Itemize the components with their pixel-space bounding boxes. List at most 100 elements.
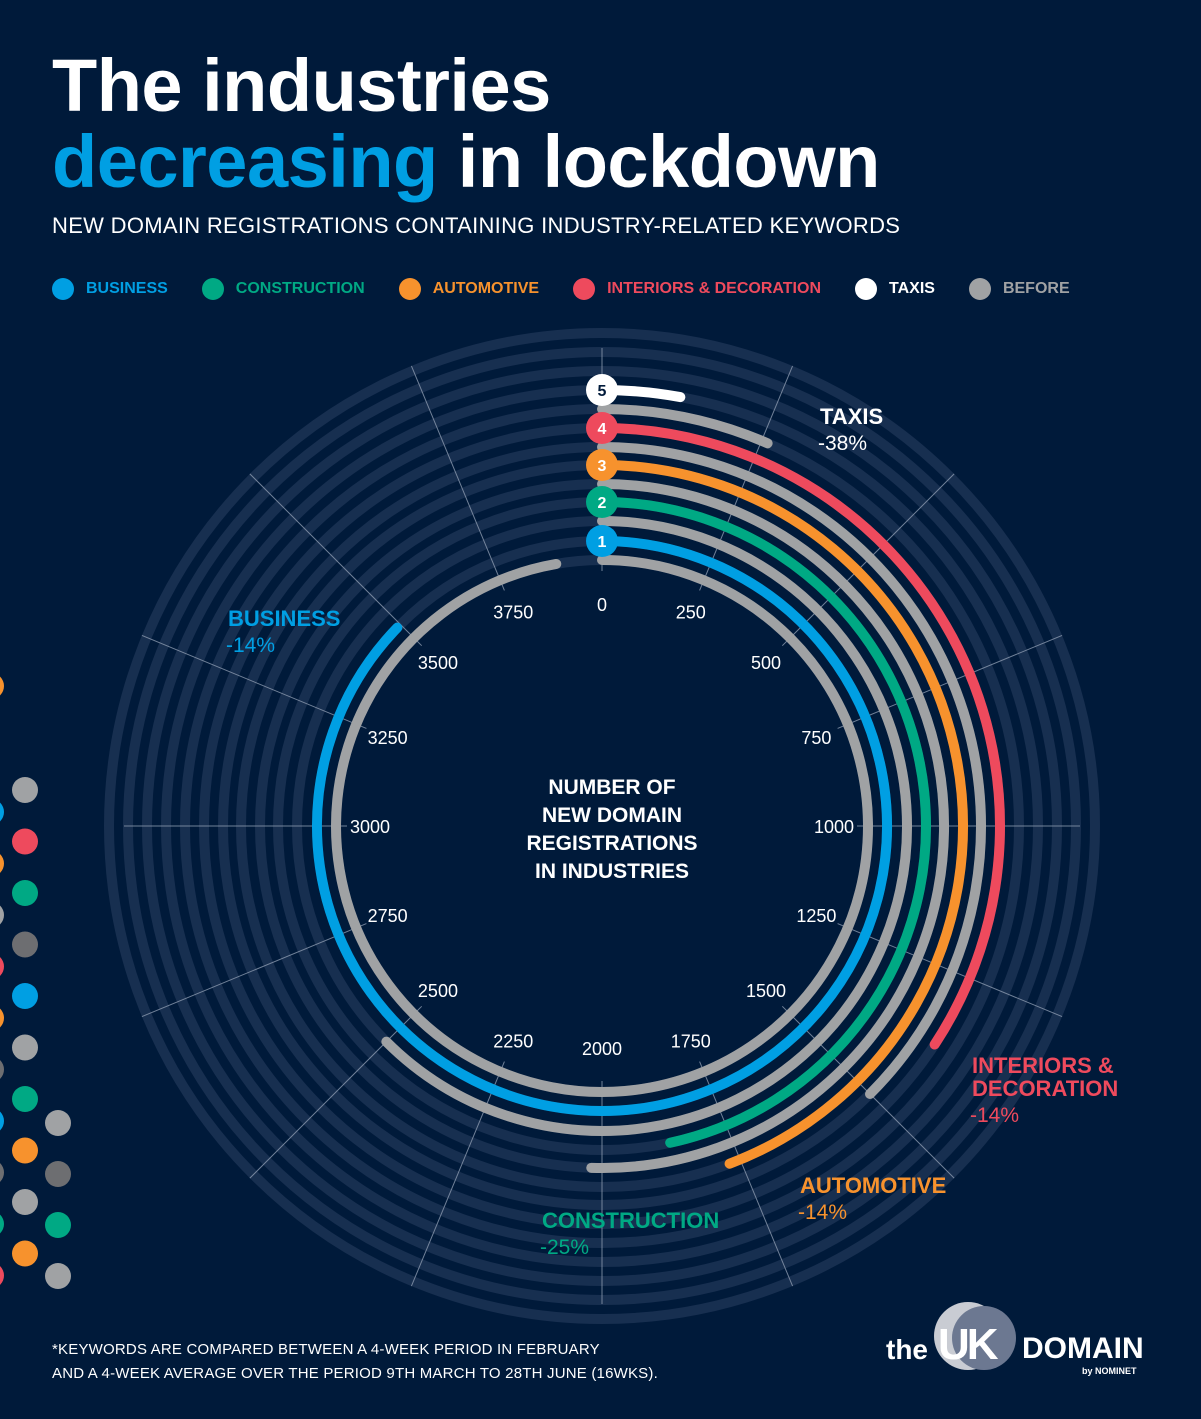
legend-label: AUTOMOTIVE — [432, 280, 540, 297]
legend-dot-icon — [855, 278, 877, 300]
decor-dot — [12, 880, 38, 906]
annotation-label: CONSTRUCTION — [542, 1208, 719, 1233]
tick-label: 3750 — [493, 603, 533, 623]
gridline — [410, 1061, 505, 1287]
decor-dot — [12, 983, 38, 1009]
footnote-line-2: AND A 4-WEEK AVERAGE OVER THE PERIOD 9TH… — [52, 1365, 658, 1382]
title-rest: in lockdown — [437, 120, 881, 203]
footnote: *KEYWORDS ARE COMPARED BETWEEN A 4-WEEK … — [52, 1338, 658, 1386]
after-arc-interiors-decoration — [597, 423, 1005, 1050]
decor-dot — [12, 1189, 38, 1215]
decor-dot — [45, 1161, 71, 1187]
center-label: NEW DOMAIN — [542, 804, 682, 827]
tick-label: 1500 — [746, 981, 786, 1001]
logo-by-nominet: by NOMINET — [1082, 1366, 1137, 1376]
rank-label: 4 — [598, 421, 607, 438]
decor-dot — [12, 777, 38, 803]
legend-dot-icon — [573, 278, 596, 300]
decor-dot — [45, 1110, 71, 1136]
title-line-2: decreasing in lockdown — [52, 124, 880, 200]
decor-dot — [0, 854, 4, 873]
before-arc-automotive — [586, 479, 950, 1173]
decor-dot — [12, 1086, 38, 1112]
legend-label: INTERIORS & DECORATION — [607, 280, 821, 297]
uk-domain-logo: the UK DOMAIN by NOMINET — [886, 1302, 1156, 1382]
subtitle: NEW DOMAIN REGISTRATIONS CONTAINING INDU… — [52, 213, 901, 238]
annotation-label: BUSINESS — [228, 606, 340, 631]
tick-label: 1750 — [671, 1031, 711, 1051]
annotation-label: TAXIS — [820, 404, 883, 429]
before-arc-construction — [381, 516, 912, 1136]
annotation-label: INTERIORS & — [972, 1053, 1114, 1078]
gridline — [141, 634, 367, 729]
tick-label: 3500 — [418, 653, 458, 673]
rank-bubble — [586, 412, 618, 444]
decor-dot — [12, 1034, 38, 1061]
legend-label: CONSTRUCTION — [235, 280, 365, 297]
title-accent: decreasing — [52, 120, 438, 203]
gridline — [141, 923, 367, 1018]
decor-dot — [0, 1008, 4, 1028]
tick-label: 0 — [597, 595, 607, 615]
page-title: The industries decreasing in lockdown — [52, 48, 880, 200]
decor-dot — [0, 1214, 4, 1234]
decor-dot — [0, 802, 4, 822]
decor-dot — [0, 1111, 4, 1131]
center-label: NUMBER OF — [548, 776, 675, 799]
rank-label: 3 — [598, 458, 607, 475]
rank-bubble — [586, 525, 618, 557]
before-arc-interiors-decoration — [597, 442, 986, 1099]
legend-item-before: BEFORE — [968, 278, 1070, 300]
annotation-change: -25% — [540, 1236, 589, 1259]
annotation-change: -38% — [818, 432, 867, 455]
tick-label: 500 — [751, 653, 781, 673]
decor-dot — [0, 1060, 4, 1079]
legend-label: TAXIS — [889, 280, 935, 297]
tick-label: 3250 — [368, 728, 408, 748]
tick-label: 2250 — [493, 1031, 533, 1051]
annotation-label: DECORATION — [972, 1076, 1118, 1101]
decor-dot — [45, 1263, 71, 1289]
decor-dot — [0, 905, 4, 925]
tick-label: 3000 — [350, 817, 390, 837]
tick-label: 250 — [676, 603, 706, 623]
legend: BUSINESS CONSTRUCTION AUTOMOTIVE INTERIORS … — [52, 278, 1070, 300]
logo-circle-dark — [952, 1306, 1016, 1370]
decor-dot — [12, 1240, 38, 1267]
decor-dot — [0, 676, 4, 696]
legend-dot-icon — [398, 278, 421, 300]
decor-dot — [0, 1266, 4, 1285]
logo-the: the — [886, 1334, 928, 1365]
after-arc-construction — [597, 497, 931, 1148]
after-arc-automotive — [597, 460, 968, 1169]
gridline — [699, 1061, 794, 1287]
logo-uk: UK — [938, 1320, 999, 1369]
title-line-1: The industries — [52, 44, 551, 127]
rank-bubble — [586, 449, 618, 481]
logo-domain: DOMAIN — [1022, 1332, 1144, 1365]
legend-dot-icon — [968, 278, 991, 300]
gridline — [249, 1005, 423, 1179]
annotation-label: AUTOMOTIVE — [800, 1173, 946, 1198]
rank-bubble — [586, 486, 618, 518]
center-label: IN INDUSTRIES — [535, 860, 689, 883]
rank-bubble — [586, 374, 618, 406]
rank-label: 5 — [598, 383, 607, 400]
legend-dot-icon — [201, 278, 224, 300]
tick-label: 2750 — [368, 906, 408, 926]
background-track — [104, 328, 1100, 1324]
decor-dot — [12, 931, 38, 958]
gridline — [249, 473, 423, 647]
decor-dot — [12, 1137, 38, 1164]
gridline — [410, 365, 505, 591]
annotation-change: -14% — [798, 1201, 847, 1224]
legend-item-interiors-decoration: INTERIORS & DECORATION — [573, 278, 821, 300]
tick-label: 2000 — [582, 1039, 622, 1059]
before-arc-taxis — [597, 404, 773, 449]
before-arc-business — [331, 555, 873, 1097]
tick-label: 1250 — [796, 906, 836, 926]
center-label: REGISTRATIONS — [526, 832, 697, 855]
legend-label: BUSINESS — [86, 280, 168, 297]
legend-item-taxis: TAXIS — [855, 278, 935, 300]
decor-dot — [0, 1163, 4, 1182]
